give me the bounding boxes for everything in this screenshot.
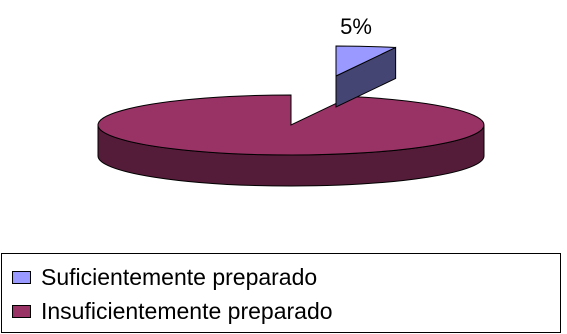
legend-swatch-insuficiente (12, 304, 31, 318)
pie-chart-3d: 5% (97, 14, 485, 187)
legend-label-suficiente: Suficientemente preparado (41, 263, 318, 290)
legend-label-insuficiente: Insuficientemente preparado (41, 297, 333, 324)
chart-legend: Suficientemente preparado Insuficienteme… (1, 253, 561, 333)
data-label-suficiente: 5% (340, 14, 372, 39)
pie-slice-insuficiente (97, 94, 485, 156)
pie-slice-suficiente (335, 45, 396, 77)
legend-swatch-suficiente (12, 270, 31, 284)
legend-item-insuficiente: Insuficientemente preparado (12, 297, 333, 325)
legend-item-suficiente: Suficientemente preparado (12, 263, 317, 291)
